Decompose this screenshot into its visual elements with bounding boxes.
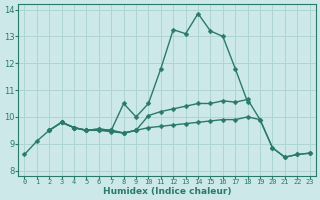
X-axis label: Humidex (Indice chaleur): Humidex (Indice chaleur): [103, 187, 231, 196]
